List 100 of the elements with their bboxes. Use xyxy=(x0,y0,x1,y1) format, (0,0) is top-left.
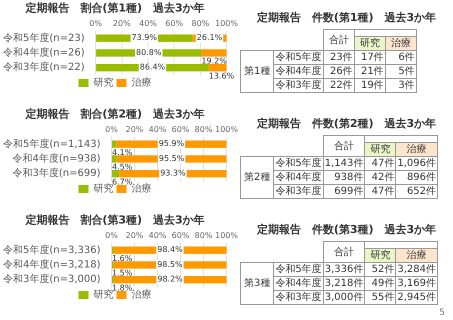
data-label: 3,336件 xyxy=(323,262,365,276)
data-label: 42件 xyxy=(364,170,396,184)
data-label: 47件 xyxy=(364,184,396,198)
data-label: 3,000件 xyxy=(323,290,365,304)
x-tick-label: 20% xyxy=(112,19,132,28)
data-label: 1,143件 xyxy=(323,156,365,170)
y-tick-label: 令和5年度(n=23) xyxy=(2,32,85,44)
legend-label: 合計 xyxy=(323,242,365,262)
data-label: 95.9% xyxy=(158,139,184,148)
data-label: 55件 xyxy=(364,290,396,304)
text: 定期報告 件数(第1種) 過去3か年 xyxy=(256,10,438,26)
data-label: 1.6% xyxy=(112,254,133,263)
y-tick-label: 令和4年度(n=3,218) xyxy=(2,258,101,270)
data-label: 86.4% xyxy=(140,62,166,72)
data-label: 13.6% xyxy=(208,71,235,80)
y-tick-label: 令和5年度(n=1,143) xyxy=(2,138,101,150)
data-label: 1.5% xyxy=(112,268,133,278)
legend-label: 研究 xyxy=(94,182,114,195)
y-tick-label: 令和5年度(n=3,336) xyxy=(2,244,101,256)
text: 治療 xyxy=(396,248,438,262)
data-label: 6件 xyxy=(385,50,416,64)
legend-label: 研究 xyxy=(94,288,114,301)
legend-label: 合計 xyxy=(323,30,354,50)
data-label: 652件 xyxy=(396,184,438,198)
category-label: 令和4年度 xyxy=(274,170,324,184)
data-label: 95.5% xyxy=(158,154,185,163)
text: 第1種 xyxy=(240,50,274,92)
data-label: 26件 xyxy=(323,64,354,78)
legend-label: 研究 xyxy=(364,142,396,156)
text: 第3種 xyxy=(240,262,274,304)
data-label: 5件 xyxy=(385,64,416,78)
x-tick-label: 100% xyxy=(215,19,238,28)
data-label: 3,218件 xyxy=(323,276,365,290)
text: 治療 xyxy=(396,142,438,156)
x-tick-label: 60% xyxy=(165,19,184,28)
data-label: 93.3% xyxy=(160,168,186,178)
x-tick-label: 40% xyxy=(139,19,158,28)
category-label: 令和3年度 xyxy=(274,290,324,304)
category-label: 令和4年度 xyxy=(274,64,324,78)
chart-title: 定期報告 割合(第2種) 過去3か年 xyxy=(24,107,205,120)
data-label: 699件 xyxy=(323,184,365,198)
data-label: 3,284件 xyxy=(396,262,438,276)
x-tick-label: 100% xyxy=(215,125,238,134)
data-label: 1.8% xyxy=(112,283,133,292)
text: 治療 xyxy=(385,36,416,50)
x-tick-label: 80% xyxy=(194,231,213,240)
category-label: 令和5年度 xyxy=(274,50,324,64)
chart-title: 定期報告 割合(第1種) 過去3か年 xyxy=(24,1,205,14)
data-label: 26.1% xyxy=(196,33,223,42)
legend-label: 研究 xyxy=(94,76,114,89)
x-tick-label: 60% xyxy=(172,125,190,134)
data-label: 4.5% xyxy=(112,162,133,172)
y-tick-label: 令和4年度(n=26) xyxy=(2,46,85,58)
y-tick-label: 令和4年度(n=938) xyxy=(12,152,101,164)
y-tick-label: 令和3年度(n=699) xyxy=(12,167,101,180)
category-label: 令和3年度 xyxy=(274,184,324,198)
x-tick-label: 100% xyxy=(215,231,238,240)
data-label: 98.4% xyxy=(157,245,184,254)
data-label: 3件 xyxy=(385,78,416,92)
x-tick-label: 80% xyxy=(194,125,213,134)
x-tick-label: 40% xyxy=(148,231,167,240)
data-label: 3,169件 xyxy=(396,276,438,290)
data-label: 23件 xyxy=(323,50,354,64)
data-label: 2,945件 xyxy=(396,290,438,304)
data-label: 80.8% xyxy=(136,48,162,57)
data-label: 938件 xyxy=(323,170,365,184)
x-tick-label: 0% xyxy=(89,19,102,28)
data-label: 21件 xyxy=(354,64,386,78)
data-label: 73.9% xyxy=(132,33,158,42)
x-tick-label: 0% xyxy=(105,125,118,134)
data-label: 6.7% xyxy=(112,177,133,186)
text: 5 xyxy=(439,308,445,318)
data-label: 4.1% xyxy=(112,148,133,157)
data-label: 22件 xyxy=(323,78,354,92)
legend-label: 治療 xyxy=(132,288,152,301)
text: 定期報告 件数(第2種) 過去3か年 xyxy=(256,116,438,132)
data-label: 49件 xyxy=(364,276,396,290)
x-tick-label: 0% xyxy=(105,231,118,240)
category-label: 令和5年度 xyxy=(274,262,324,276)
x-tick-label: 80% xyxy=(191,19,210,28)
data-label: 896件 xyxy=(396,170,438,184)
legend-label: 研究 xyxy=(354,36,386,50)
legend-label: 治療 xyxy=(132,182,152,195)
legend-label: 合計 xyxy=(323,136,365,156)
x-tick-label: 60% xyxy=(172,231,190,240)
data-label: 52件 xyxy=(364,262,396,276)
x-tick-label: 20% xyxy=(126,125,144,134)
y-tick-label: 令和3年度(n=3,000) xyxy=(2,273,101,286)
data-label: 17件 xyxy=(354,50,386,64)
category-label: 令和3年度 xyxy=(274,78,324,92)
data-label: 19件 xyxy=(354,78,386,92)
legend-label: 治療 xyxy=(132,76,152,89)
data-label: 19.2% xyxy=(201,56,228,66)
x-tick-label: 40% xyxy=(148,125,167,134)
y-tick-label: 令和3年度(n=22) xyxy=(2,61,85,74)
data-label: 98.2% xyxy=(157,274,184,284)
text: 定期報告 件数(第3種) 過去3か年 xyxy=(256,222,438,238)
data-label: 98.5% xyxy=(157,260,183,269)
x-tick-label: 20% xyxy=(126,231,144,240)
legend-label: 研究 xyxy=(364,248,396,262)
